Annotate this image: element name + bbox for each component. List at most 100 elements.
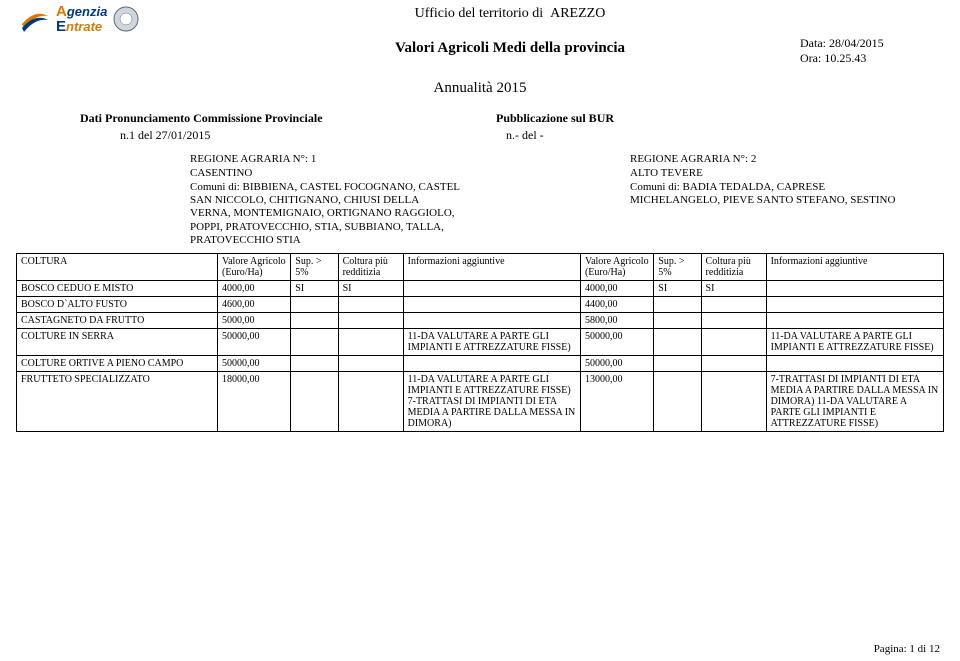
cell-s2 (654, 328, 701, 355)
table-row: CASTAGNETO DA FRUTTO 5000,00 5800,00 (17, 312, 944, 328)
cell-v2: 4000,00 (580, 280, 653, 296)
cell-v2: 4400,00 (580, 296, 653, 312)
cell-s2: SI (654, 280, 701, 296)
logo-line1: genzia (67, 4, 107, 19)
th-coltura: COLTURA (17, 253, 218, 280)
cell-v1: 4600,00 (218, 296, 291, 312)
cell-v1: 50000,00 (218, 328, 291, 355)
logo-swoosh-icon (20, 4, 50, 34)
cell-coltura: FRUTTETO SPECIALIZZATO (17, 371, 218, 431)
cell-v1: 4000,00 (218, 280, 291, 296)
region-left-name: CASENTINO (190, 167, 460, 179)
cell-v1: 5000,00 (218, 312, 291, 328)
cell-coltura: BOSCO D`ALTO FUSTO (17, 296, 218, 312)
cell-r1 (338, 355, 403, 371)
logo-line2: ntrate (66, 19, 102, 34)
pub-left-bold: Dati Pronunciamento Commissione Provinci… (80, 111, 496, 126)
table-header-row: COLTURA Valore Agricolo (Euro/Ha) Sup. >… (17, 253, 944, 280)
cell-s1 (291, 328, 338, 355)
th-info-1: Informazioni aggiuntive (403, 253, 580, 280)
cell-r2 (701, 355, 766, 371)
annual-label: Annualità 2015 (0, 80, 960, 97)
table-row: COLTURE ORTIVE A PIENO CAMPO 50000,00 50… (17, 355, 944, 371)
time-label: Ora: (800, 51, 821, 65)
cell-i2 (766, 296, 943, 312)
data-table: COLTURA Valore Agricolo (Euro/Ha) Sup. >… (16, 253, 944, 432)
table-row: FRUTTETO SPECIALIZZATO 18000,00 11-DA VA… (17, 371, 944, 431)
cell-i2 (766, 312, 943, 328)
cell-r2 (701, 312, 766, 328)
region-row: REGIONE AGRARIA N°: 1 CASENTINO Comuni d… (0, 153, 960, 247)
cell-r1 (338, 328, 403, 355)
th-valore-2: Valore Agricolo (Euro/Ha) (580, 253, 653, 280)
table-row: COLTURE IN SERRA 50000,00 11-DA VALUTARE… (17, 328, 944, 355)
date-block: Data: 28/04/2015 Ora: 10.25.43 (800, 4, 940, 66)
pub-left-n: n.1 del 27/01/2015 (80, 128, 496, 143)
cell-s1 (291, 371, 338, 431)
header: Agenzia Entrate Ufficio del territorio d… (0, 0, 960, 66)
table-row: BOSCO D`ALTO FUSTO 4600,00 4400,00 (17, 296, 944, 312)
region-right-name: ALTO TEVERE (630, 167, 900, 179)
cell-r1 (338, 296, 403, 312)
cell-i1: 11-DA VALUTARE A PARTE GLI IMPIANTI E AT… (403, 371, 580, 431)
cell-coltura: CASTAGNETO DA FRUTTO (17, 312, 218, 328)
cell-i1 (403, 280, 580, 296)
table-body: BOSCO CEDUO E MISTO 4000,00 SI SI 4000,0… (17, 280, 944, 431)
cell-s2 (654, 371, 701, 431)
cell-r2 (701, 296, 766, 312)
page-title: Valori Agricoli Medi della provincia (220, 40, 800, 57)
th-info-2: Informazioni aggiuntive (766, 253, 943, 280)
cell-v2: 50000,00 (580, 328, 653, 355)
cell-s2 (654, 312, 701, 328)
time-value: 10.25.43 (824, 51, 866, 65)
cell-i2: 7-TRATTASI DI IMPIANTI DI ETA MEDIA A PA… (766, 371, 943, 431)
cell-i1: 11-DA VALUTARE A PARTE GLI IMPIANTI E AT… (403, 328, 580, 355)
cell-r2 (701, 371, 766, 431)
region-left-rn: REGIONE AGRARIA N°: 1 (190, 153, 460, 165)
region-left-comuni: Comuni di: BIBBIENA, CASTEL FOCOGNANO, C… (190, 181, 460, 247)
emblem-icon (113, 6, 139, 32)
cell-i2 (766, 280, 943, 296)
office-city: AREZZO (550, 6, 605, 21)
th-red-1: Coltura più redditizia (338, 253, 403, 280)
cell-s1 (291, 355, 338, 371)
office-title-block: Ufficio del territorio di AREZZO Valori … (220, 4, 800, 57)
cell-coltura: COLTURE IN SERRA (17, 328, 218, 355)
cell-v2: 13000,00 (580, 371, 653, 431)
cell-coltura: COLTURE ORTIVE A PIENO CAMPO (17, 355, 218, 371)
cell-s2 (654, 296, 701, 312)
cell-v1: 50000,00 (218, 355, 291, 371)
pub-right-bold: Pubblicazione sul BUR (496, 111, 614, 126)
region-right-comuni: Comuni di: BADIA TEDALDA, CAPRESE MICHEL… (630, 181, 900, 207)
region-left: REGIONE AGRARIA N°: 1 CASENTINO Comuni d… (40, 153, 480, 247)
cell-coltura: BOSCO CEDUO E MISTO (17, 280, 218, 296)
cell-s1: SI (291, 280, 338, 296)
table-row: BOSCO CEDUO E MISTO 4000,00 SI SI 4000,0… (17, 280, 944, 296)
publication-row: Dati Pronunciamento Commissione Provinci… (0, 111, 960, 126)
cell-s2 (654, 355, 701, 371)
th-red-2: Coltura più redditizia (701, 253, 766, 280)
th-sup-2: Sup. > 5% (654, 253, 701, 280)
region-right-rn: REGIONE AGRARIA N°: 2 (630, 153, 900, 165)
publication-n-row: n.1 del 27/01/2015 n.- del - (0, 128, 960, 143)
cell-v1: 18000,00 (218, 371, 291, 431)
cell-r1 (338, 312, 403, 328)
cell-i1 (403, 296, 580, 312)
date-label: Data: (800, 36, 826, 50)
region-right: REGIONE AGRARIA N°: 2 ALTO TEVERE Comuni… (480, 153, 920, 247)
cell-i2 (766, 355, 943, 371)
office-label: Ufficio del territorio di (415, 6, 543, 21)
cell-s1 (291, 312, 338, 328)
cell-i1 (403, 312, 580, 328)
cell-i1 (403, 355, 580, 371)
cell-r2 (701, 328, 766, 355)
page-footer: Pagina: 1 di 12 (874, 643, 940, 655)
cell-r2: SI (701, 280, 766, 296)
logo-block: Agenzia Entrate (20, 4, 220, 34)
logo-text: Agenzia Entrate (56, 4, 107, 34)
cell-s1 (291, 296, 338, 312)
cell-r1: SI (338, 280, 403, 296)
cell-v2: 5800,00 (580, 312, 653, 328)
cell-i2: 11-DA VALUTARE A PARTE GLI IMPIANTI E AT… (766, 328, 943, 355)
cell-r1 (338, 371, 403, 431)
